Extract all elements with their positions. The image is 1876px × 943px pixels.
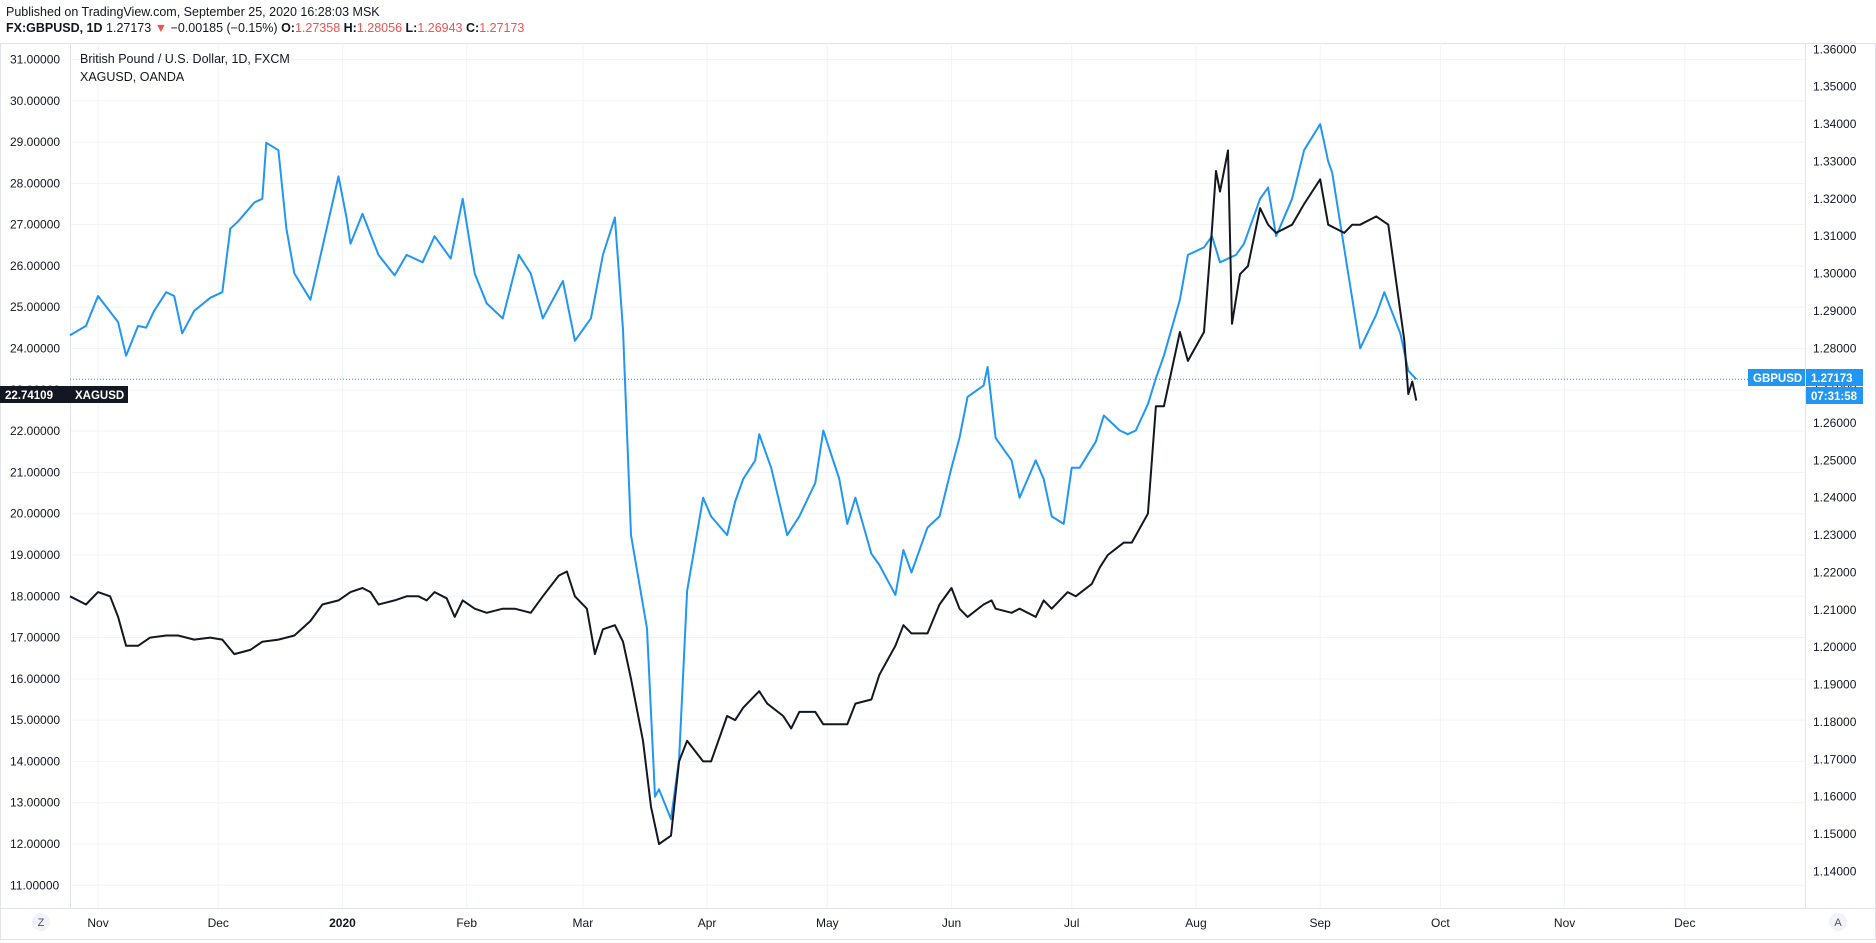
right-tick-label: 1.18000 xyxy=(1813,715,1857,729)
left-tick-label: 24.00000 xyxy=(10,342,60,356)
left-tick-label: 29.00000 xyxy=(10,135,60,149)
time-tick-label: Dec xyxy=(208,916,229,930)
left-tick-label: 16.00000 xyxy=(10,672,60,686)
last-price: 1.27173 xyxy=(106,21,152,35)
xagusd-tag-value: 22.74109 xyxy=(5,390,53,402)
left-tick-label: 15.00000 xyxy=(10,713,60,727)
left-tick-label: 28.00000 xyxy=(10,176,60,190)
chart-header: Published on TradingView.com, September … xyxy=(6,4,524,36)
right-tick-label: 1.25000 xyxy=(1813,453,1857,467)
log-scale-label: Z xyxy=(38,917,45,929)
gbpusd-series-line xyxy=(69,123,1418,821)
left-tick-label: 21.00000 xyxy=(10,465,60,479)
right-tick-label: 1.36000 xyxy=(1813,42,1857,56)
right-tick-label: 1.21000 xyxy=(1813,603,1857,617)
high-label: H: xyxy=(343,21,357,35)
left-tick-label: 13.00000 xyxy=(10,796,60,810)
low-value: 1.26943 xyxy=(417,21,463,35)
right-tick-label: 1.29000 xyxy=(1813,304,1857,318)
close-value: 1.27173 xyxy=(479,21,525,35)
time-tick-label: Nov xyxy=(1554,916,1575,930)
xagusd-series-line xyxy=(69,149,1418,845)
legend-main-series[interactable]: British Pound / U.S. Dollar, 1D, FXCM xyxy=(80,52,290,66)
left-tick-label: 19.00000 xyxy=(10,548,60,562)
gbpusd-tag-name: GBPUSD xyxy=(1753,373,1802,385)
left-tick-label: 22.00000 xyxy=(10,424,60,438)
symbol-name[interactable]: FX:GBPUSD, 1D xyxy=(6,21,103,35)
right-tick-label: 1.23000 xyxy=(1813,528,1857,542)
open-value: 1.27358 xyxy=(294,21,341,35)
time-tick-label: Jul xyxy=(1064,916,1079,930)
right-tick-label: 1.30000 xyxy=(1813,267,1857,281)
right-tick-label: 1.35000 xyxy=(1813,80,1857,94)
right-tick-label: 1.26000 xyxy=(1813,416,1857,430)
time-tick-label: Nov xyxy=(87,916,108,930)
down-arrow-icon: ▼ xyxy=(154,21,168,35)
high-value: 1.28056 xyxy=(356,21,403,35)
grid-lines xyxy=(70,43,1805,908)
price-change: −0.00185 (−0.15%) xyxy=(170,21,278,35)
right-tick-label: 1.14000 xyxy=(1813,864,1857,878)
right-price-axis[interactable]: 1.14000 1.15000 1.16000 1.17000 1.18000 1.190… xyxy=(1813,42,1857,878)
time-tick-label: Feb xyxy=(456,916,477,930)
right-tick-label: 1.20000 xyxy=(1813,640,1857,654)
bar-countdown: 07:31:58 xyxy=(1811,391,1858,403)
gbpusd-price-tag: GBPUSD 1.27173 07:31:58 xyxy=(1748,369,1863,404)
left-tick-label: 14.00000 xyxy=(10,754,60,768)
time-tick-label: Oct xyxy=(1431,916,1450,930)
right-tick-label: 1.17000 xyxy=(1813,752,1857,766)
time-tick-label: 2020 xyxy=(329,916,356,930)
log-scale-button[interactable]: Z xyxy=(32,913,50,931)
time-tick-label: Mar xyxy=(573,916,594,930)
low-label: L: xyxy=(405,21,418,35)
right-tick-label: 1.32000 xyxy=(1813,192,1857,206)
right-tick-label: 1.16000 xyxy=(1813,790,1857,804)
right-tick-label: 1.31000 xyxy=(1813,229,1857,243)
time-tick-label: May xyxy=(816,916,839,930)
xagusd-tag-name: XAGUSD xyxy=(75,390,124,402)
left-tick-label: 11.00000 xyxy=(10,878,59,892)
auto-scale-button[interactable]: A xyxy=(1829,913,1847,931)
xagusd-price-tag: 22.74109 XAGUSD xyxy=(0,386,128,403)
time-tick-label: Jun xyxy=(942,916,961,930)
time-tick-label: Apr xyxy=(698,916,717,930)
left-tick-label: 26.00000 xyxy=(10,259,60,273)
time-tick-label: Aug xyxy=(1185,916,1206,930)
time-axis[interactable]: Nov Dec 2020 Feb Mar Apr May Jun Jul Aug Sep Oct Nov… xyxy=(87,916,1695,930)
left-tick-label: 25.00000 xyxy=(10,300,60,314)
right-tick-label: 1.15000 xyxy=(1813,827,1857,841)
left-tick-label: 20.00000 xyxy=(10,507,60,521)
left-price-axis[interactable]: 11.00000 12.00000 13.00000 14.00000 15.00000… xyxy=(10,53,60,893)
gbpusd-tag-value: 1.27173 xyxy=(1811,373,1853,385)
close-label: C: xyxy=(466,21,480,35)
right-tick-label: 1.33000 xyxy=(1813,154,1857,168)
left-tick-label: 12.00000 xyxy=(10,837,60,851)
open-label: O: xyxy=(281,21,295,35)
plot-area xyxy=(69,123,1418,845)
right-tick-label: 1.24000 xyxy=(1813,491,1857,505)
auto-scale-label: A xyxy=(1834,917,1842,929)
ohlc-line: FX:GBPUSD, 1D 1.27173 ▼ −0.00185 (−0.15%… xyxy=(6,20,524,36)
time-tick-label: Dec xyxy=(1674,916,1695,930)
right-tick-label: 1.19000 xyxy=(1813,678,1857,692)
right-tick-label: 1.22000 xyxy=(1813,565,1857,579)
left-tick-label: 31.00000 xyxy=(10,53,60,67)
left-tick-label: 17.00000 xyxy=(10,631,60,645)
time-tick-label: Sep xyxy=(1309,916,1331,930)
left-tick-label: 27.00000 xyxy=(10,218,60,232)
published-line: Published on TradingView.com, September … xyxy=(6,5,380,19)
right-tick-label: 1.34000 xyxy=(1813,117,1857,131)
left-tick-label: 30.00000 xyxy=(10,94,60,108)
left-tick-label: 18.00000 xyxy=(10,589,60,603)
legend-compare-series[interactable]: XAGUSD, OANDA xyxy=(80,70,185,84)
right-tick-label: 1.28000 xyxy=(1813,341,1857,355)
